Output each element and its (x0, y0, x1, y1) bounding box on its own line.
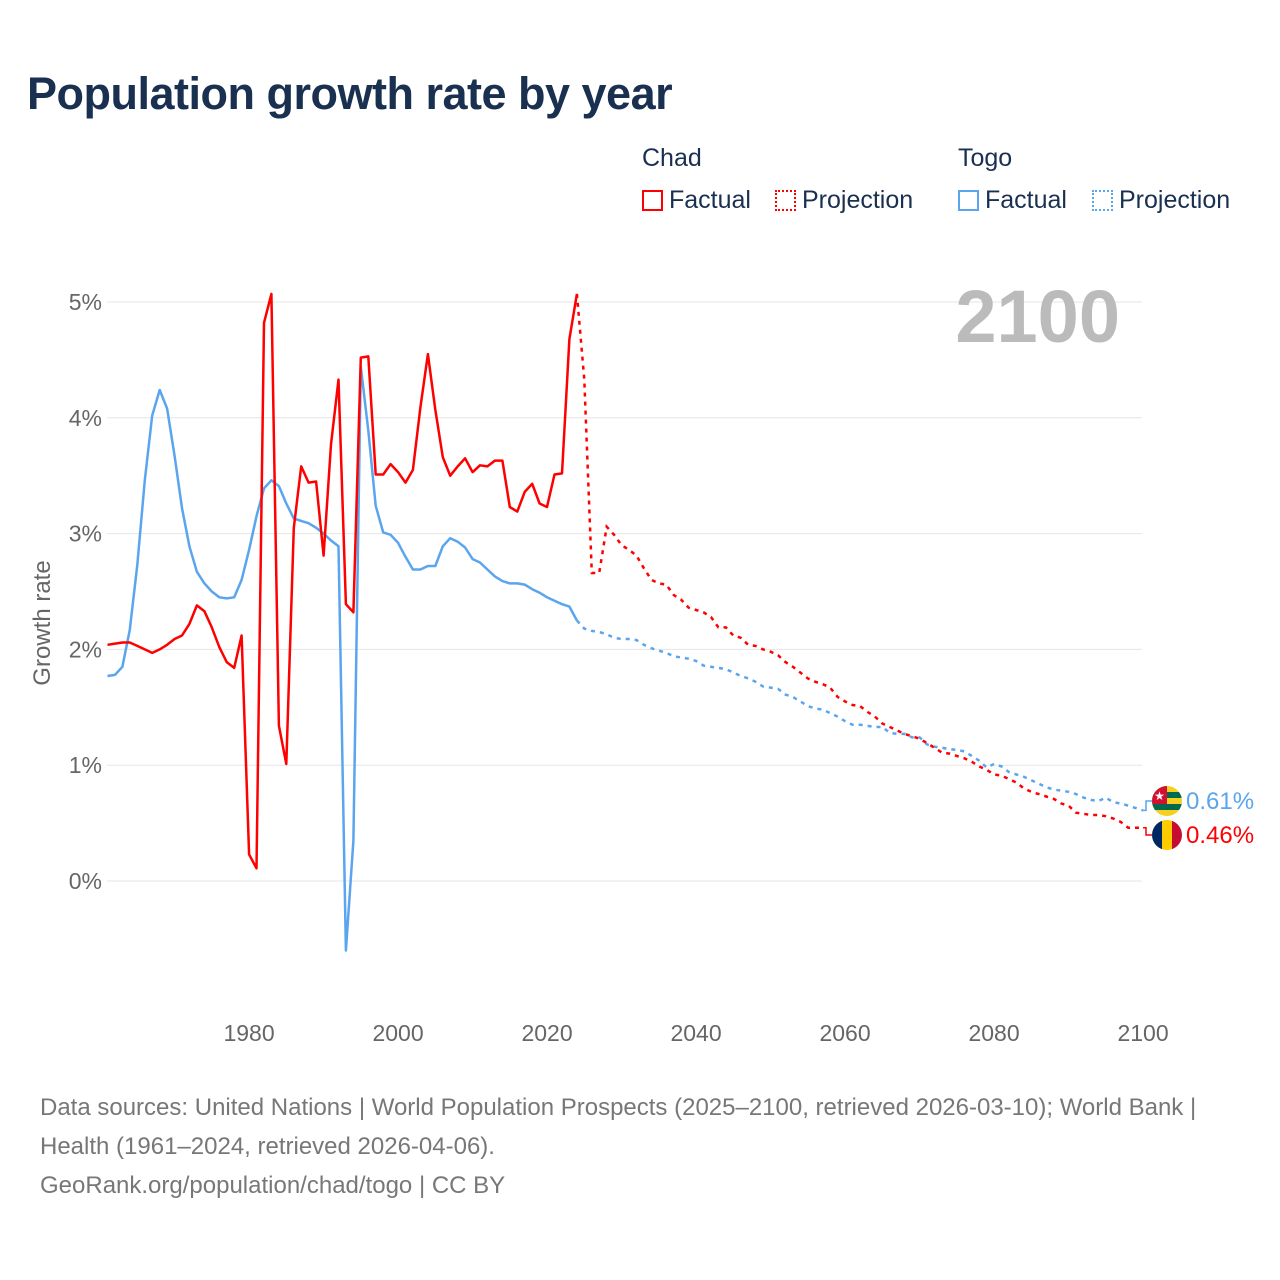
credit-link[interactable]: GeoRank.org/population/chad/togo | CC BY (40, 1172, 506, 1199)
x-axis-ticks: 1980 2000 2020 2040 2060 2080 2100 (223, 1020, 1168, 1046)
legend-swatch-dotted (1092, 190, 1113, 211)
legend-swatch-solid (642, 190, 663, 211)
togo-flag-icon: ★ (1152, 786, 1182, 816)
legend-swatch-solid (958, 190, 979, 211)
chad-factual-line (107, 292, 579, 870)
y-tick-label: 0% (69, 868, 102, 894)
togo-factual-line (107, 365, 579, 952)
gridlines (107, 301, 1142, 882)
chad-flag-icon (1152, 820, 1182, 850)
y-axis-ticks: 0% 1% 2% 3% 4% 5% (69, 289, 102, 894)
chad-projection-line (575, 293, 1143, 829)
y-tick-label: 1% (69, 752, 102, 778)
y-axis-label: Growth rate (29, 560, 56, 685)
footer: Data sources: United Nations | World Pop… (40, 1088, 1240, 1205)
x-tick-label: 2080 (968, 1020, 1019, 1046)
data-sources: Data sources: United Nations | World Pop… (40, 1094, 1197, 1160)
legend-togo-factual[interactable]: Factual (958, 186, 1067, 215)
chart-title: Population growth rate by year (27, 68, 673, 119)
y-tick-label: 4% (69, 405, 102, 431)
legend-group-chad: Chad (642, 144, 702, 172)
togo-projection-line (575, 619, 1144, 812)
x-tick-label: 2040 (670, 1020, 721, 1046)
legend-label: Projection (802, 186, 914, 214)
legend-chad-factual[interactable]: Factual (642, 186, 751, 215)
year-display: 2100 (955, 275, 1120, 358)
y-tick-label: 5% (69, 289, 102, 315)
legend-group-togo: Togo (958, 144, 1013, 172)
x-tick-label: 2020 (521, 1020, 572, 1046)
x-tick-label: 1980 (223, 1020, 274, 1046)
legend-chad-projection[interactable]: Projection (775, 186, 913, 215)
y-tick-label: 3% (69, 521, 102, 547)
legend-togo-projection[interactable]: Projection (1092, 186, 1230, 215)
togo-end-value: 0.61% (1186, 788, 1254, 815)
legend-swatch-dotted (775, 190, 796, 211)
x-tick-label: 2000 (372, 1020, 423, 1046)
x-tick-label: 2100 (1117, 1020, 1168, 1046)
legend-label: Factual (669, 186, 751, 214)
svg-text:★: ★ (1154, 789, 1165, 803)
series-lines (107, 292, 1152, 952)
chad-label-connector (1143, 826, 1152, 836)
chad-end-value: 0.46% (1186, 822, 1254, 849)
legend-label: Factual (985, 186, 1067, 214)
x-tick-label: 2060 (819, 1020, 870, 1046)
legend-label: Projection (1119, 186, 1231, 214)
y-tick-label: 2% (69, 636, 102, 662)
togo-label-connector (1143, 800, 1152, 812)
